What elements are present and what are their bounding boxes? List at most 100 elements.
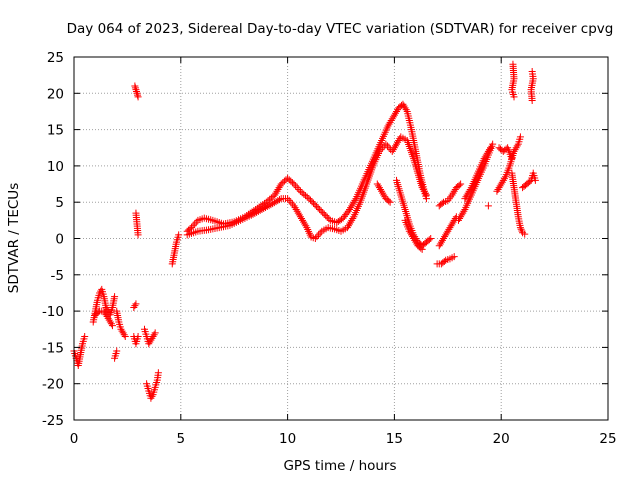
data-point-marker <box>272 189 280 197</box>
data-point-marker <box>422 191 430 199</box>
data-point-marker <box>494 185 502 193</box>
data-point-marker <box>495 184 503 192</box>
data-point-marker <box>411 236 419 244</box>
data-point-marker <box>378 187 386 195</box>
data-point-marker <box>253 208 261 216</box>
data-point-marker <box>263 203 271 211</box>
data-point-marker <box>406 229 414 237</box>
data-point-marker <box>146 338 154 346</box>
data-point-marker <box>266 195 274 203</box>
data-point-marker <box>418 184 426 192</box>
data-point-marker <box>379 144 387 152</box>
data-point-marker <box>466 185 474 193</box>
data-point-marker <box>302 192 310 200</box>
data-point-marker <box>463 191 471 199</box>
data-point-marker <box>264 197 272 205</box>
data-point-marker <box>485 146 493 154</box>
data-point-marker <box>101 309 109 317</box>
data-point-marker <box>107 320 115 328</box>
data-point-marker <box>418 245 426 253</box>
data-point-marker <box>437 238 445 246</box>
data-point-marker <box>516 224 524 232</box>
data-point-marker <box>438 236 446 244</box>
data-point-marker <box>191 220 199 228</box>
data-point-marker <box>306 196 314 204</box>
data-point-marker <box>497 180 505 188</box>
data-point-marker <box>405 227 413 235</box>
y-tick-label: -20 <box>42 377 64 393</box>
data-point-marker <box>104 314 112 322</box>
data-point-marker <box>441 233 449 241</box>
data-point-marker <box>513 142 521 150</box>
data-point-marker <box>108 322 116 330</box>
data-point-marker <box>291 204 299 212</box>
data-point-marker <box>481 153 489 161</box>
data-point-marker <box>386 118 394 126</box>
data-point-marker <box>435 242 443 250</box>
data-point-marker <box>500 175 508 183</box>
data-point-marker <box>303 193 311 201</box>
data-point-marker <box>531 176 539 184</box>
data-point-marker <box>349 200 357 208</box>
data-point-marker <box>297 215 305 223</box>
data-point-marker <box>465 187 473 195</box>
y-tick-label: 25 <box>47 50 64 66</box>
y-tick-label: -25 <box>42 413 64 429</box>
data-point-marker <box>292 182 300 190</box>
data-point-marker <box>121 333 129 341</box>
data-point-marker <box>343 224 351 232</box>
data-point-marker <box>132 87 140 95</box>
data-point-marker <box>419 185 427 193</box>
data-point-marker <box>443 229 451 237</box>
data-point-marker <box>410 235 418 242</box>
data-point-marker <box>293 184 301 192</box>
y-tick-label: 5 <box>55 195 64 211</box>
data-point-marker <box>396 135 404 143</box>
data-point-marker <box>131 82 139 90</box>
data-point-marker <box>292 205 300 213</box>
data-point-marker <box>189 222 197 230</box>
data-point-marker <box>385 120 393 128</box>
data-point-marker <box>379 189 387 197</box>
data-point-marker <box>518 227 526 235</box>
data-point-marker <box>301 220 309 228</box>
data-point-marker <box>300 190 308 198</box>
data-point-marker <box>384 122 392 130</box>
data-point-marker <box>450 253 458 261</box>
data-point-marker <box>258 205 266 213</box>
data-point-marker <box>460 207 468 215</box>
y-tick-label: -5 <box>51 268 64 284</box>
data-point-marker <box>275 184 283 192</box>
data-point-marker <box>440 257 448 265</box>
data-point-marker <box>131 302 139 310</box>
axis-ticks: 0 5 10 15 20 25 -25 -20 -15 -10 -5 0 5 10 15 20 25 <box>42 50 617 447</box>
data-point-marker <box>391 142 399 150</box>
data-point-marker <box>409 233 417 241</box>
data-point-marker <box>186 225 194 233</box>
data-point-marker <box>322 212 330 220</box>
data-point-marker <box>401 104 409 112</box>
data-point-marker <box>347 204 355 212</box>
data-point-marker <box>279 179 287 187</box>
data-point-marker <box>496 182 504 190</box>
data-point-marker <box>256 206 264 214</box>
data-point-marker <box>393 140 401 148</box>
x-tick-label: 15 <box>386 431 403 447</box>
data-point-marker <box>386 198 394 206</box>
data-point-marker <box>375 184 383 192</box>
data-point-marker <box>313 202 321 210</box>
data-point-marker <box>402 106 410 114</box>
y-axis-label: SDTVAR / TECUs <box>6 183 22 293</box>
data-point-marker <box>262 198 270 206</box>
data-point-marker <box>259 201 267 209</box>
data-point-marker <box>308 198 316 206</box>
data-point-marker <box>480 155 488 163</box>
data-point-marker <box>105 316 113 324</box>
data-point-marker <box>517 225 525 233</box>
data-point-marker <box>249 210 257 218</box>
data-point-marker <box>299 216 307 224</box>
data-point-marker <box>482 151 490 159</box>
data-point-marker <box>274 185 282 193</box>
